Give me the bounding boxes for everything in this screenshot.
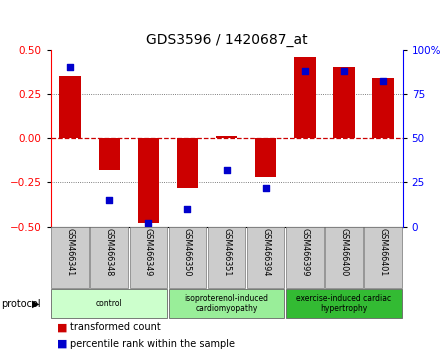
Point (66, 64, 73, 70)
FancyBboxPatch shape (130, 227, 167, 288)
Point (223, 167, 230, 173)
Point (380, 79, 387, 84)
Point (145, 220, 152, 226)
FancyBboxPatch shape (169, 290, 285, 318)
Text: GSM466394: GSM466394 (261, 228, 270, 276)
Text: GSM466401: GSM466401 (378, 228, 388, 276)
Bar (255, 138, 276, 177)
Bar (216, 136, 237, 138)
Text: ■: ■ (57, 339, 68, 349)
Point (301, 68, 308, 74)
FancyBboxPatch shape (51, 227, 89, 288)
Text: GSM466399: GSM466399 (301, 228, 309, 276)
Text: GSM466350: GSM466350 (183, 228, 192, 276)
Bar (59, 76, 81, 138)
Bar (138, 138, 159, 223)
Point (106, 197, 113, 203)
Point (184, 206, 191, 212)
Text: GSM466349: GSM466349 (144, 228, 153, 276)
FancyBboxPatch shape (286, 227, 323, 288)
FancyBboxPatch shape (51, 290, 167, 318)
FancyBboxPatch shape (325, 227, 363, 288)
Text: protocol: protocol (1, 298, 40, 309)
Text: ■: ■ (57, 322, 68, 332)
Text: percentile rank within the sample: percentile rank within the sample (70, 339, 235, 349)
Bar (99, 138, 120, 170)
Text: control: control (96, 299, 123, 308)
FancyBboxPatch shape (247, 227, 285, 288)
Text: GSM466400: GSM466400 (339, 228, 348, 276)
Title: GDS3596 / 1420687_at: GDS3596 / 1420687_at (146, 33, 308, 47)
Text: isoproterenol-induced
cardiomyopathy: isoproterenol-induced cardiomyopathy (185, 294, 268, 313)
Point (341, 68, 348, 74)
Text: GSM466341: GSM466341 (66, 228, 75, 276)
Bar (333, 67, 355, 138)
FancyBboxPatch shape (91, 227, 128, 288)
FancyBboxPatch shape (169, 227, 206, 288)
Text: transformed count: transformed count (70, 322, 161, 332)
Bar (372, 78, 394, 138)
FancyBboxPatch shape (286, 290, 402, 318)
Text: ▶: ▶ (32, 298, 39, 309)
Text: exercise-induced cardiac
hypertrophy: exercise-induced cardiac hypertrophy (297, 294, 392, 313)
Text: GSM466351: GSM466351 (222, 228, 231, 276)
Bar (294, 57, 315, 138)
FancyBboxPatch shape (208, 227, 246, 288)
Point (262, 185, 269, 190)
Text: GSM466348: GSM466348 (105, 228, 114, 276)
FancyBboxPatch shape (364, 227, 402, 288)
Bar (177, 138, 198, 188)
